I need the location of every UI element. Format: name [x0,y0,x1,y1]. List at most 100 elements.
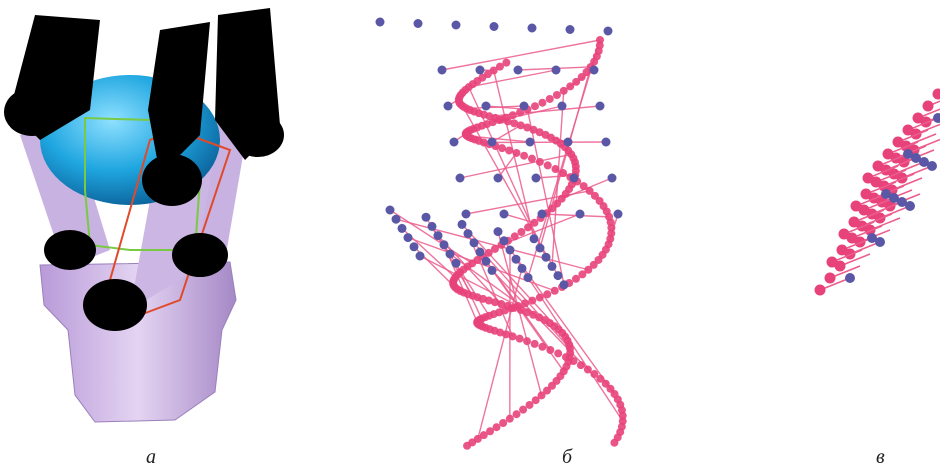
pink-point [601,379,610,388]
correspondence-line [468,69,557,88]
gripper-rendering [4,8,284,423]
pink-point [836,244,848,256]
blue-point [867,233,877,243]
finger-link-left [20,120,110,268]
pink-point [848,216,860,228]
pink-point [882,148,894,160]
correspondence-line [466,105,525,110]
pink-point [523,337,532,346]
pink-point [484,248,493,257]
blue-point [845,273,855,283]
blue-point [933,113,940,123]
pink-point [572,77,581,86]
pink-point [922,100,934,112]
pink-point [912,112,924,124]
pink-point [523,123,532,132]
blue-point [531,173,541,183]
caption-a: а [146,446,156,468]
pink-point [490,298,499,307]
pink-point [577,73,586,82]
blue-point [551,65,561,75]
pink-point [585,186,594,195]
blue-point [475,65,485,75]
pink-point [525,400,534,409]
pink-point [566,82,575,91]
blue-point [437,65,447,75]
blue-point [511,254,521,264]
finger-pad-4 [44,230,96,270]
pink-point [530,102,539,111]
blue-point [403,233,413,243]
blue-point [603,26,613,36]
pink-point [838,228,850,240]
blue-point [595,101,605,111]
pink-point [515,334,524,343]
blue-point [443,101,453,111]
blue-point [481,101,491,111]
pink-point [531,396,540,405]
correspondence-plot [375,17,627,450]
correspondence-line [459,153,572,179]
blue-point [457,219,467,229]
blue-point [525,137,535,147]
pink-point [583,365,592,374]
blue-point [565,25,575,34]
pink-point [543,290,552,299]
blue-point [881,189,891,199]
blue-point [563,137,573,147]
pink-point [579,182,588,191]
pink-point [505,414,514,423]
blue-point [451,20,461,30]
blue-point [397,223,407,233]
pink-point [498,144,507,153]
pink-point [530,218,539,227]
correspondence-line [526,109,565,285]
pink-point [551,165,560,174]
pink-point [499,419,508,428]
pink-point [535,293,544,302]
blue-point [409,242,419,252]
pink-point [569,357,578,366]
pink-point [516,121,525,130]
blue-point [375,17,385,27]
correspondence-line [467,233,514,337]
pink-point [814,284,826,296]
blue-point [519,101,529,111]
pink-point [594,255,603,264]
pink-point [530,339,539,348]
pink-point [824,272,836,284]
correspondence-line [551,90,565,267]
pink-point [559,86,568,95]
pink-point [510,303,519,312]
blue-point [559,280,569,290]
pink-point [512,148,521,157]
pink-point [528,296,537,305]
pink-point [484,296,493,305]
pink-point [503,301,512,310]
pink-point [479,431,488,440]
blue-point [461,209,471,219]
pink-point [516,306,525,315]
pink-point [529,125,538,134]
blue-point [415,251,425,261]
pink-point [542,386,551,395]
pink-point [550,286,559,295]
blue-point [529,234,539,244]
blue-point [589,65,599,75]
pink-point [571,274,580,283]
blue-point [541,252,551,262]
pink-point [553,199,562,208]
blue-point [499,209,509,219]
blue-point [487,137,497,147]
blue-point [391,214,401,224]
blue-point [475,247,485,257]
blue-point [569,173,579,183]
pink-point [860,188,872,200]
blue-point [905,201,915,211]
pink-point [496,328,505,337]
pink-point [512,410,521,419]
pink-point [545,94,554,103]
blue-point [449,137,459,147]
blue-point [553,271,563,281]
blue-point [601,137,611,147]
